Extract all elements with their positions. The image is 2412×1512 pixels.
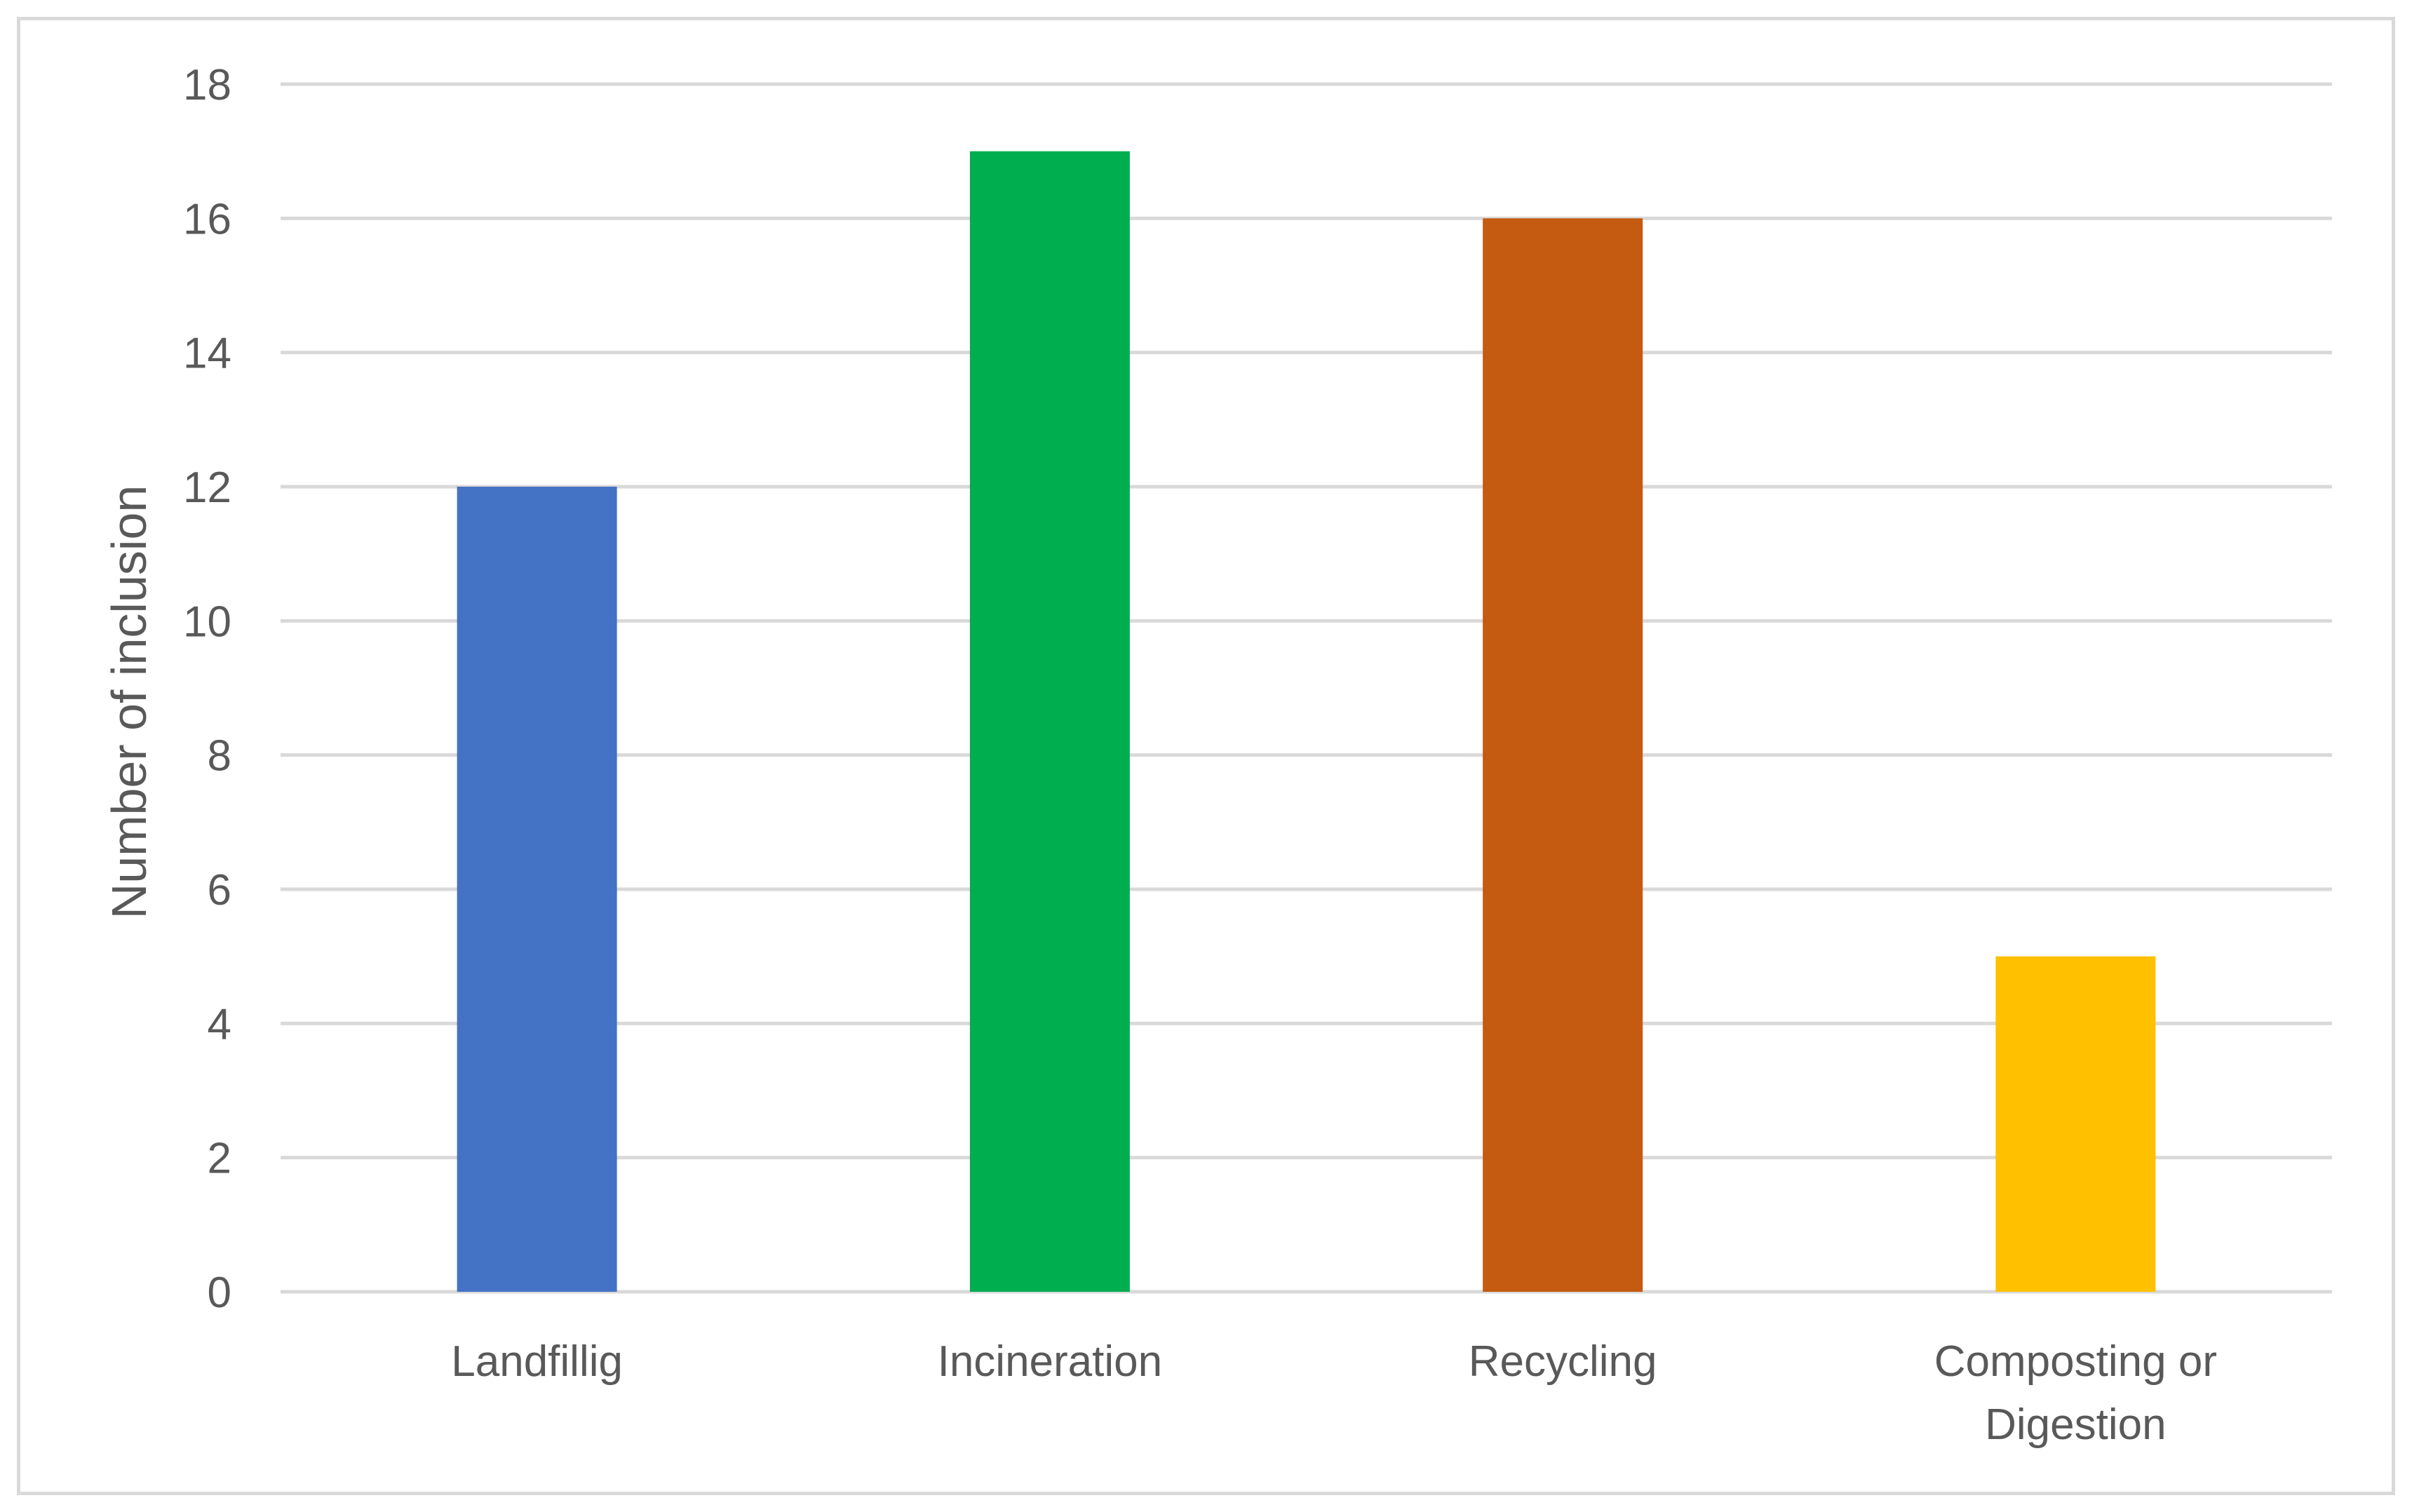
- x-tick-label: Composting or Digestion: [1934, 1337, 2217, 1449]
- bar: [1995, 956, 2156, 1292]
- y-tick-label: 8: [208, 732, 231, 781]
- y-tick-label: 10: [183, 598, 231, 646]
- y-tick-label: 4: [208, 1000, 231, 1048]
- y-tick-label: 14: [183, 330, 231, 378]
- y-tick-label: 18: [183, 61, 231, 109]
- y-tick-label: 6: [208, 866, 231, 914]
- gridlines: [281, 82, 2332, 1294]
- bars: [457, 151, 2156, 1292]
- x-tick-label: Incineration: [938, 1337, 1163, 1386]
- y-tick-label: 16: [183, 195, 231, 243]
- y-tick-label: 12: [183, 464, 231, 512]
- bar: [1483, 218, 1643, 1292]
- bar: [457, 487, 617, 1292]
- y-tick-label: 2: [208, 1135, 231, 1183]
- y-tick-label: 0: [208, 1269, 231, 1317]
- x-tick-label: Landfillig: [451, 1337, 623, 1386]
- y-axis-title: Number of inclusion: [102, 485, 156, 919]
- bar: [969, 151, 1130, 1292]
- x-tick-label: Recycling: [1469, 1337, 1657, 1386]
- y-axis-ticks: 0 2 4 6 8 10 12 14 16 18: [183, 61, 231, 1317]
- x-axis-ticks: Landfillig Incineration Recycling Compostin…: [451, 1337, 2217, 1449]
